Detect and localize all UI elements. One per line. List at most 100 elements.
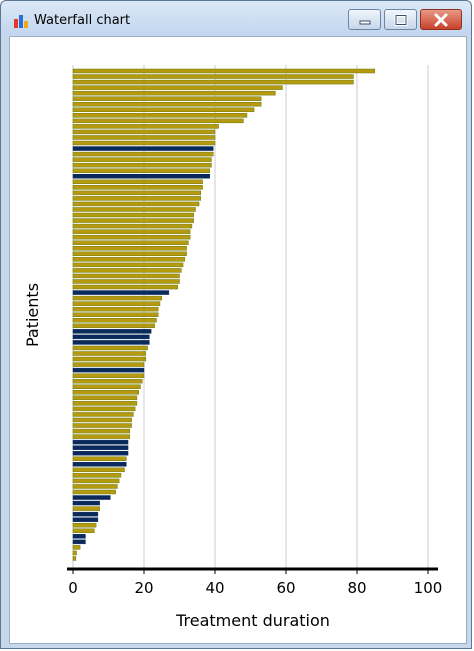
bar-patient-85 bbox=[72, 534, 86, 539]
bar-patient-88 bbox=[72, 550, 77, 556]
y-axis-label: Patients bbox=[23, 283, 42, 347]
bar-patient-55 bbox=[72, 367, 145, 373]
bar-patient-5 bbox=[72, 90, 276, 96]
bar-patient-76 bbox=[72, 484, 118, 489]
bar-patient-54 bbox=[72, 362, 145, 367]
bar-patient-30 bbox=[72, 229, 191, 234]
bar-patient-27 bbox=[72, 212, 194, 218]
bar-patient-1 bbox=[72, 68, 375, 74]
bar-patient-15 bbox=[72, 146, 214, 151]
bar-patient-49 bbox=[72, 334, 150, 340]
bar-patient-48 bbox=[72, 329, 152, 334]
bar-patient-39 bbox=[72, 279, 180, 284]
bar-patient-13 bbox=[72, 135, 216, 140]
bar-patient-57 bbox=[72, 378, 143, 384]
bar-patient-63 bbox=[72, 412, 134, 417]
bar-patient-41 bbox=[72, 290, 170, 295]
bar-patient-79 bbox=[72, 500, 100, 506]
bar-patient-18 bbox=[72, 162, 212, 168]
close-icon bbox=[434, 13, 448, 26]
minimize-button[interactable] bbox=[348, 9, 381, 30]
bar-patient-70 bbox=[72, 450, 129, 456]
bar-patient-87 bbox=[72, 545, 81, 550]
x-tick-label: 20 bbox=[134, 579, 153, 597]
bar-patient-58 bbox=[72, 384, 141, 389]
bar-patient-51 bbox=[72, 345, 148, 351]
bar-patient-22 bbox=[72, 185, 203, 190]
bar-patient-43 bbox=[72, 301, 161, 306]
bar-patient-68 bbox=[72, 439, 129, 445]
x-tick-label: 0 bbox=[68, 579, 78, 597]
bar-patient-61 bbox=[72, 401, 138, 406]
bar-patient-24 bbox=[72, 196, 202, 201]
bar-patient-3 bbox=[72, 79, 354, 85]
bar-patient-62 bbox=[72, 406, 136, 412]
bar-patient-73 bbox=[72, 467, 125, 473]
bar-patient-36 bbox=[72, 262, 184, 268]
bar-patient-14 bbox=[72, 140, 216, 146]
maximize-icon bbox=[394, 13, 407, 26]
chart-area: 0 20 40 60 80 100 Treatment duration Patients bbox=[9, 36, 467, 644]
bar-patient-50 bbox=[72, 340, 150, 345]
bar-patient-16 bbox=[72, 151, 214, 157]
x-tick-label: 40 bbox=[205, 579, 224, 597]
bar-patient-40 bbox=[72, 284, 178, 290]
bar-patient-19 bbox=[72, 168, 210, 173]
bar-patient-59 bbox=[72, 390, 139, 395]
bar-patient-45 bbox=[72, 312, 159, 317]
bar-patient-8 bbox=[72, 107, 255, 113]
bar-patient-53 bbox=[72, 356, 147, 362]
bar-patient-47 bbox=[72, 323, 155, 329]
bar-patient-69 bbox=[72, 445, 129, 450]
bar-patient-33 bbox=[72, 246, 187, 251]
bar-patient-35 bbox=[72, 257, 186, 262]
window-title: Waterfall chart bbox=[34, 13, 131, 28]
bar-patient-52 bbox=[72, 351, 147, 356]
bar-patient-65 bbox=[72, 423, 132, 428]
bar-patient-71 bbox=[72, 456, 127, 461]
bar-patient-7 bbox=[72, 101, 262, 107]
bar-patient-37 bbox=[72, 268, 182, 273]
bar-patient-89 bbox=[72, 556, 77, 561]
bar-patient-64 bbox=[72, 417, 132, 423]
bar-patient-2 bbox=[72, 74, 354, 79]
x-axis-label: Treatment duration bbox=[175, 611, 330, 630]
close-button[interactable] bbox=[420, 9, 462, 30]
bar-patient-67 bbox=[72, 434, 131, 439]
bar-patient-82 bbox=[72, 517, 99, 522]
bar-patient-26 bbox=[72, 207, 196, 212]
bar-patient-66 bbox=[72, 428, 131, 434]
bar-patient-74 bbox=[72, 473, 122, 478]
bar-patient-32 bbox=[72, 240, 189, 245]
x-tick-label: 80 bbox=[347, 579, 366, 597]
bar-patient-20 bbox=[72, 174, 210, 179]
waterfall-chart: 0 20 40 60 80 100 Treatment duration Patients bbox=[23, 65, 442, 630]
bar-patient-28 bbox=[72, 218, 194, 223]
bar-patient-60 bbox=[72, 395, 138, 401]
bar-patient-42 bbox=[72, 295, 162, 301]
bar-chart-icon bbox=[14, 15, 28, 28]
bar-patient-44 bbox=[72, 306, 159, 312]
bar-patient-9 bbox=[72, 113, 248, 118]
bar-patient-84 bbox=[72, 528, 95, 534]
bar-patient-46 bbox=[72, 318, 157, 323]
bar-patient-78 bbox=[72, 495, 111, 500]
maximize-button[interactable] bbox=[384, 9, 417, 30]
bar-patient-21 bbox=[72, 179, 203, 185]
bar-patient-11 bbox=[72, 124, 219, 129]
bar-patient-23 bbox=[72, 190, 202, 196]
bar-patient-77 bbox=[72, 489, 116, 495]
bar-patient-17 bbox=[72, 157, 212, 162]
bar-patient-34 bbox=[72, 251, 187, 257]
bar-patient-12 bbox=[72, 129, 216, 135]
bar-patient-75 bbox=[72, 478, 120, 484]
minimize-icon bbox=[359, 20, 370, 24]
bar-patient-72 bbox=[72, 462, 127, 467]
bar-patient-25 bbox=[72, 201, 200, 207]
bar-patient-6 bbox=[72, 96, 262, 101]
title-bar[interactable]: Waterfall chart bbox=[1, 1, 471, 35]
bar-patient-10 bbox=[72, 118, 244, 124]
bar-patient-83 bbox=[72, 522, 97, 528]
x-tick-label: 60 bbox=[276, 579, 295, 597]
